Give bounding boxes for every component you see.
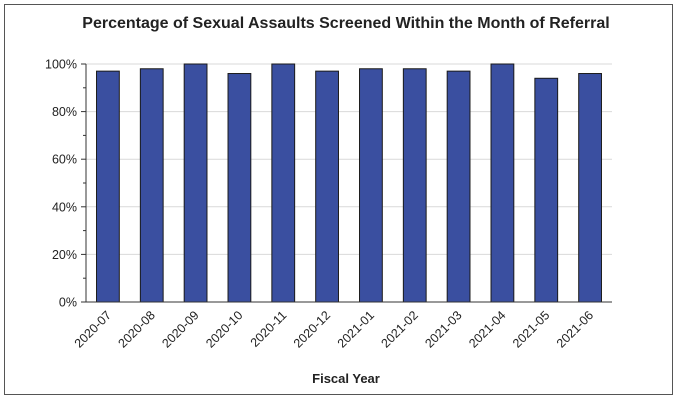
x-tick-label: 2020-07 bbox=[72, 308, 114, 350]
bar bbox=[446, 70, 471, 303]
bar bbox=[227, 73, 252, 303]
y-tick-label: 100% bbox=[45, 58, 77, 72]
bar bbox=[402, 68, 427, 303]
y-tick-label: 80% bbox=[52, 105, 77, 119]
bar bbox=[96, 70, 120, 303]
x-tick-label: 2020-08 bbox=[116, 308, 158, 350]
x-tick-label: 2021-01 bbox=[335, 308, 377, 350]
bars bbox=[96, 63, 602, 303]
bar bbox=[139, 68, 164, 303]
x-tick-label: 2020-09 bbox=[159, 308, 201, 350]
axes bbox=[81, 63, 612, 303]
y-tick-label: 0% bbox=[59, 296, 77, 310]
bar bbox=[271, 63, 296, 303]
x-tick-label: 2021-04 bbox=[466, 308, 508, 350]
gridlines bbox=[86, 63, 612, 255]
y-tick-labels: 0% 20% 40% 60% 80% 100% bbox=[45, 58, 77, 310]
y-tick-label: 20% bbox=[52, 248, 77, 262]
x-axis-title: Fiscal Year bbox=[312, 371, 380, 386]
x-tick-labels: 2020-07 2020-08 2020-09 2020-10 2020-11 2020-… bbox=[72, 308, 597, 350]
bar bbox=[183, 63, 208, 303]
x-tick-label: 2020-10 bbox=[203, 308, 245, 350]
x-tick-label: 2021-06 bbox=[554, 308, 596, 350]
x-tick-label: 2020-11 bbox=[248, 308, 290, 350]
y-tick-label: 60% bbox=[52, 153, 77, 167]
bar bbox=[359, 68, 383, 303]
bar bbox=[315, 70, 339, 303]
bar bbox=[578, 73, 602, 303]
x-tick-label: 2020-12 bbox=[291, 308, 333, 350]
x-tick-label: 2021-05 bbox=[510, 308, 552, 350]
chart-title: Percentage of Sexual Assaults Screened W… bbox=[82, 15, 609, 32]
y-tick-label: 40% bbox=[52, 200, 77, 214]
x-tick-label: 2021-02 bbox=[379, 308, 421, 350]
x-tick-label: 2021-03 bbox=[422, 308, 464, 350]
bar bbox=[534, 77, 559, 303]
bar bbox=[490, 63, 515, 303]
